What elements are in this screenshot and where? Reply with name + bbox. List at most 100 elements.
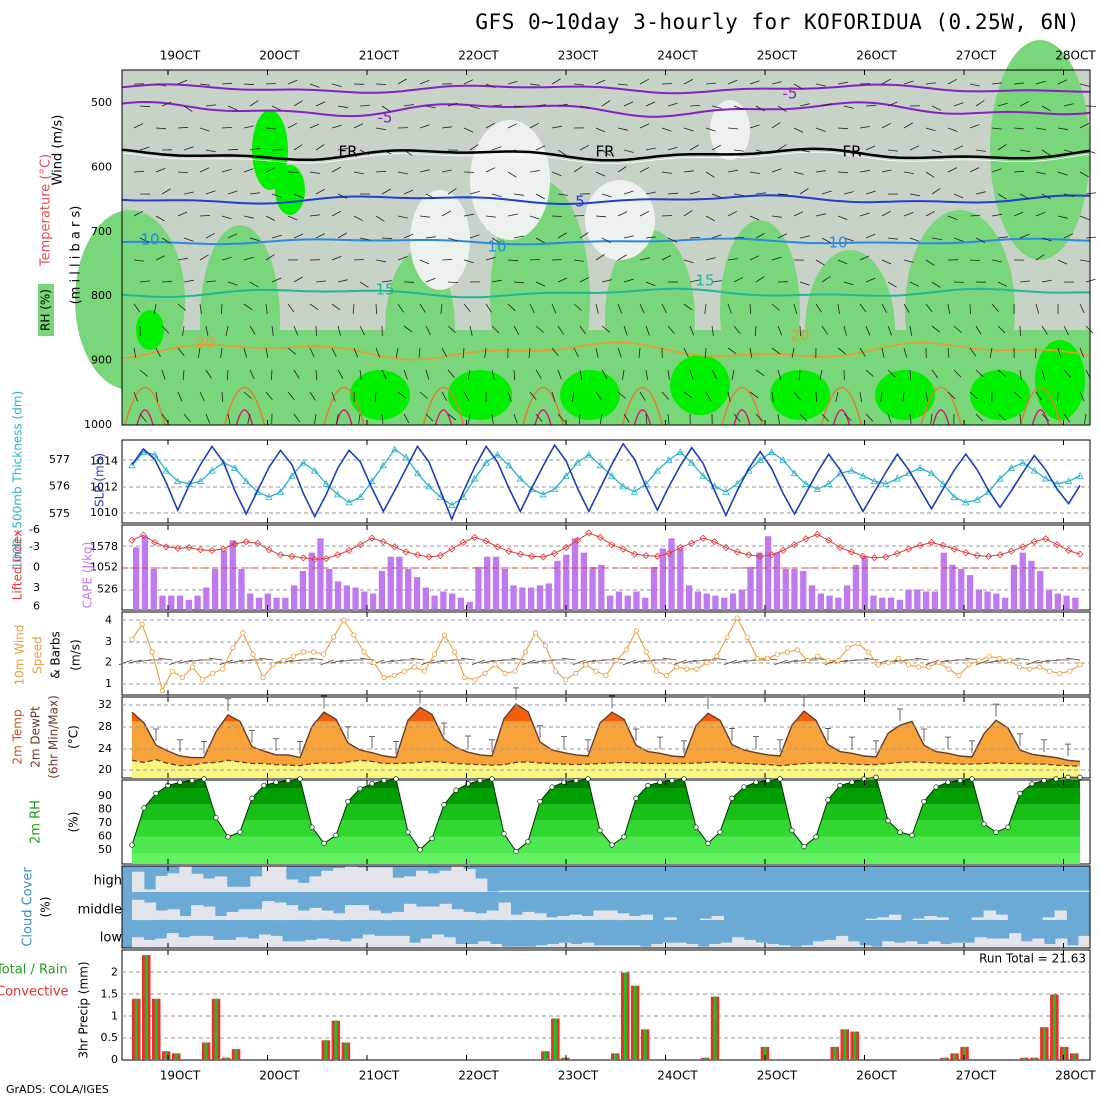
wind-barb [1019, 233, 1030, 239]
wind-barb [205, 104, 216, 107]
wind-barb [1079, 303, 1085, 314]
cloud-cover-cell-low [743, 939, 756, 948]
wind-barb [639, 303, 645, 314]
wind-barb [689, 325, 695, 336]
isotherm-label: 15 [375, 281, 394, 299]
thickness-point [665, 456, 673, 463]
cloud-cover-cell-middle [510, 914, 523, 920]
wind-barb [441, 391, 448, 401]
thickness-point [619, 482, 627, 490]
rh-point [693, 824, 699, 830]
rh-tick-label: 80 [98, 803, 112, 816]
cloud-cover-cell-high [676, 890, 689, 892]
wind-barb [771, 122, 781, 129]
temperature-tick-label: 20 [98, 763, 112, 776]
wind-barb [403, 104, 414, 107]
wind-barb [991, 213, 1002, 217]
wind-barb [183, 279, 194, 283]
wind-speed-point [573, 670, 579, 677]
rh-saturated-core [275, 165, 305, 215]
thickness-tick-label: 577 [49, 453, 70, 466]
cape-bar [466, 601, 473, 610]
cape-bar [264, 593, 271, 610]
wind-barb [528, 347, 531, 359]
cape-bar [484, 556, 491, 610]
wind-barb [777, 369, 782, 380]
wind-speed-point [552, 668, 559, 674]
cloud-cover-cell-high [179, 866, 192, 892]
wind-barb [397, 391, 407, 399]
wind-speed-point [1067, 668, 1073, 674]
thickness-point [973, 495, 981, 503]
precip-bar-rain [134, 998, 138, 1060]
rh-point [477, 777, 483, 784]
cloud-cover-cell-high [475, 878, 488, 892]
wind-speed-point [169, 668, 175, 674]
wind-barb [711, 105, 722, 109]
thickness-point [505, 461, 513, 469]
wind-barb [645, 191, 656, 195]
wind-barb [599, 413, 603, 424]
cloud-cover-cell-high [356, 867, 370, 892]
cape-bar [1002, 597, 1009, 610]
rh-point [177, 779, 183, 785]
wind-barb [931, 281, 941, 288]
top-date-label: 28OCT [1055, 49, 1096, 63]
precip-bar-rain [953, 1053, 957, 1060]
wind-barb [359, 369, 362, 380]
wind-barb [991, 303, 999, 312]
wind-barb [821, 190, 832, 195]
cloud-cover-cell-low [155, 938, 168, 948]
rh-point [933, 784, 939, 790]
wind-speed-point [805, 657, 811, 664]
wind-barb [381, 188, 391, 195]
wind-barb [513, 193, 524, 196]
wind-barb [441, 259, 453, 261]
thickness-point [311, 466, 319, 474]
wind-barb [975, 191, 986, 195]
rh-point [513, 848, 519, 855]
isotherm-label: 10 [487, 238, 506, 256]
wind-speed-point [1006, 657, 1013, 664]
wind-barb [507, 123, 518, 129]
wind-barb [133, 123, 144, 129]
wind-barb [815, 391, 817, 403]
thickness-point [893, 474, 901, 482]
wind-barb [975, 369, 984, 378]
cloud-cover-cell-low [432, 934, 445, 948]
wind-barb [909, 281, 920, 287]
wind-speed-point [532, 630, 539, 636]
wind-barb [683, 127, 694, 132]
precip-bar-rain [204, 1042, 208, 1060]
thickness-point [767, 448, 776, 455]
wind-barb [199, 83, 210, 86]
cloud-cover-cell-middle [486, 910, 500, 920]
cloud-cover-cell-middle [415, 906, 429, 920]
wind-barb [155, 167, 166, 173]
cloud-cover-cell-middle [498, 902, 511, 921]
wind-barb [953, 193, 964, 199]
wind-barb [1063, 233, 1074, 239]
thickness-point [962, 498, 970, 506]
thickness-point [573, 458, 582, 466]
lifted-index-point [619, 545, 627, 553]
cape-bar [457, 597, 465, 610]
wind-barb-10m [713, 657, 728, 661]
cloud-cover-cell-low [662, 942, 675, 948]
wind-barb [903, 303, 910, 313]
wind-barb [183, 413, 191, 422]
wind-barb [221, 256, 232, 261]
wind-speed-point [946, 666, 952, 672]
wind-barb [953, 145, 964, 151]
top-date-label: 21OCT [359, 49, 400, 63]
lifted-index-point [334, 551, 342, 559]
cloud-cover-cell-low [362, 934, 375, 948]
wind-barb [507, 213, 518, 217]
cape-bar [528, 587, 535, 611]
lifted-index-point [128, 536, 136, 544]
ylabel-rh: 2m RH [29, 800, 44, 844]
wind-barb [815, 303, 822, 313]
wind-barb [183, 146, 194, 151]
cape-bar [545, 583, 552, 611]
